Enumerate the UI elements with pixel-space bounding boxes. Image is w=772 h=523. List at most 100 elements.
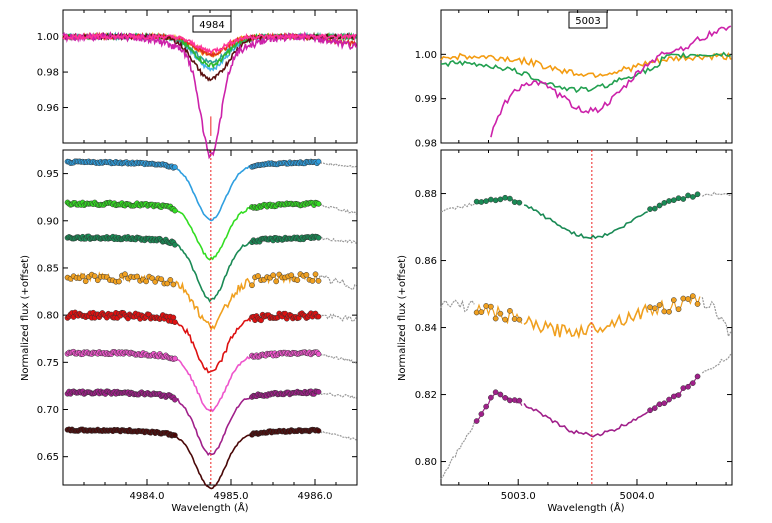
data-point-orange <box>270 272 277 279</box>
x-tick-label: 4984.0 <box>130 491 165 502</box>
plot-frame <box>440 149 733 486</box>
data-point-orange <box>273 278 280 285</box>
y-tick-label: 0.88 <box>415 189 437 200</box>
data-point-purple <box>689 380 696 386</box>
data-point-blue <box>172 164 178 171</box>
data-point-orange <box>303 271 310 278</box>
y-tick-label: 0.95 <box>37 169 59 180</box>
x-tick-label: 5003.0 <box>501 491 536 502</box>
series-line-dark-green <box>523 204 648 240</box>
data-point-dark-green <box>689 194 696 200</box>
data-point-dark-brown <box>315 427 322 434</box>
series-extension-purple <box>440 422 475 480</box>
data-point-orange <box>502 316 508 323</box>
data-point-orange <box>478 309 485 315</box>
series-extension-blue <box>315 161 357 168</box>
data-point-purple <box>675 392 682 398</box>
data-point-orange <box>255 273 261 279</box>
y-tick-label: 0.70 <box>37 405 59 416</box>
data-point-orange <box>315 278 322 284</box>
data-point-bright-green <box>172 207 178 214</box>
data-point-purple <box>172 396 178 403</box>
data-point-dark-green <box>483 198 489 204</box>
data-point-dark-green <box>473 198 480 205</box>
data-point-orange <box>116 278 122 285</box>
series-line-brown <box>62 31 357 82</box>
data-point-orange <box>492 315 499 322</box>
title-box <box>192 15 232 33</box>
y-tick-label: 0.99 <box>415 94 437 105</box>
data-point-dark-green <box>661 200 668 206</box>
y-axis-label: Normalized flux (+offset) <box>20 255 31 381</box>
data-point-purple <box>492 389 499 396</box>
data-point-purple <box>661 400 668 407</box>
data-point-purple <box>680 385 687 391</box>
series-data-right-orange <box>649 295 701 317</box>
y-tick-label: 0.86 <box>415 256 437 267</box>
data-point-orange <box>488 303 494 310</box>
data-point-orange <box>507 308 513 314</box>
data-point-orange <box>158 276 165 283</box>
title-box <box>568 11 608 29</box>
series-extension-purple <box>701 353 732 374</box>
series-line-blue <box>173 165 251 222</box>
data-point-blue <box>315 158 322 165</box>
data-point-dark-green <box>507 195 513 202</box>
data-point-orange <box>651 305 658 312</box>
panel-5003-bottom: Wavelength (Å) Normalized flux (+offset)… <box>397 149 733 514</box>
series-extension-orange <box>440 299 475 313</box>
series-line-magenta <box>490 25 732 138</box>
data-point-orange <box>79 273 86 280</box>
data-point-orange <box>143 278 150 285</box>
panel-title: 5003 <box>575 16 600 27</box>
y-tick-label: 0.65 <box>37 452 59 463</box>
series-line-orange <box>440 51 732 79</box>
data-point-orange <box>288 272 295 279</box>
data-point-red <box>172 319 178 326</box>
data-point-dark-green <box>497 196 504 203</box>
data-point-purple <box>511 397 518 403</box>
data-point-orange <box>516 316 523 323</box>
data-point-orange <box>680 295 687 302</box>
data-point-orange <box>170 281 177 288</box>
data-point-red <box>315 313 322 320</box>
data-point-purple <box>666 396 672 403</box>
y-axis-label: Normalized flux (+offset) <box>397 255 408 381</box>
data-point-purple <box>478 411 485 417</box>
data-point-purple <box>647 407 653 414</box>
data-point-purple <box>502 394 508 401</box>
data-point-dark-green <box>680 196 687 202</box>
x-tick-label: 4985.0 <box>214 491 249 502</box>
series-extension-dark-green <box>440 202 475 213</box>
data-point-orange <box>661 308 668 315</box>
data-point-purple <box>497 391 504 398</box>
data-point-purple <box>507 397 513 404</box>
data-point-orange <box>91 273 98 279</box>
data-point-orange <box>675 306 682 313</box>
y-tick-label: 0.90 <box>37 216 59 227</box>
series-extension-dark-brown <box>315 429 357 441</box>
y-tick-label: 0.98 <box>37 68 59 79</box>
data-point-orange <box>134 273 140 280</box>
data-point-dark-green <box>478 199 485 205</box>
panel-4984-top: 4984 0.96 0.98 1.00 <box>37 9 358 160</box>
series-line-orange <box>523 303 649 340</box>
series-line-dark-brown <box>173 434 251 490</box>
series-line-pink <box>173 355 252 413</box>
plot-frame <box>440 9 733 144</box>
data-point-purple <box>670 393 677 400</box>
data-point-purple <box>651 405 658 411</box>
data-point-red <box>258 317 264 324</box>
data-point-orange <box>473 309 480 316</box>
data-point-pink <box>172 355 178 362</box>
y-tick-label: 0.96 <box>37 103 59 114</box>
data-point-dark-green <box>516 199 523 206</box>
data-point-dark-green <box>172 241 178 248</box>
series-extension-dark-green <box>315 236 357 245</box>
data-point-bright-green <box>315 200 322 207</box>
data-point-orange <box>122 271 128 278</box>
data-point-dark-green <box>656 202 663 209</box>
series-line-bright-green <box>172 206 252 261</box>
y-tick-label: 0.84 <box>415 323 437 334</box>
